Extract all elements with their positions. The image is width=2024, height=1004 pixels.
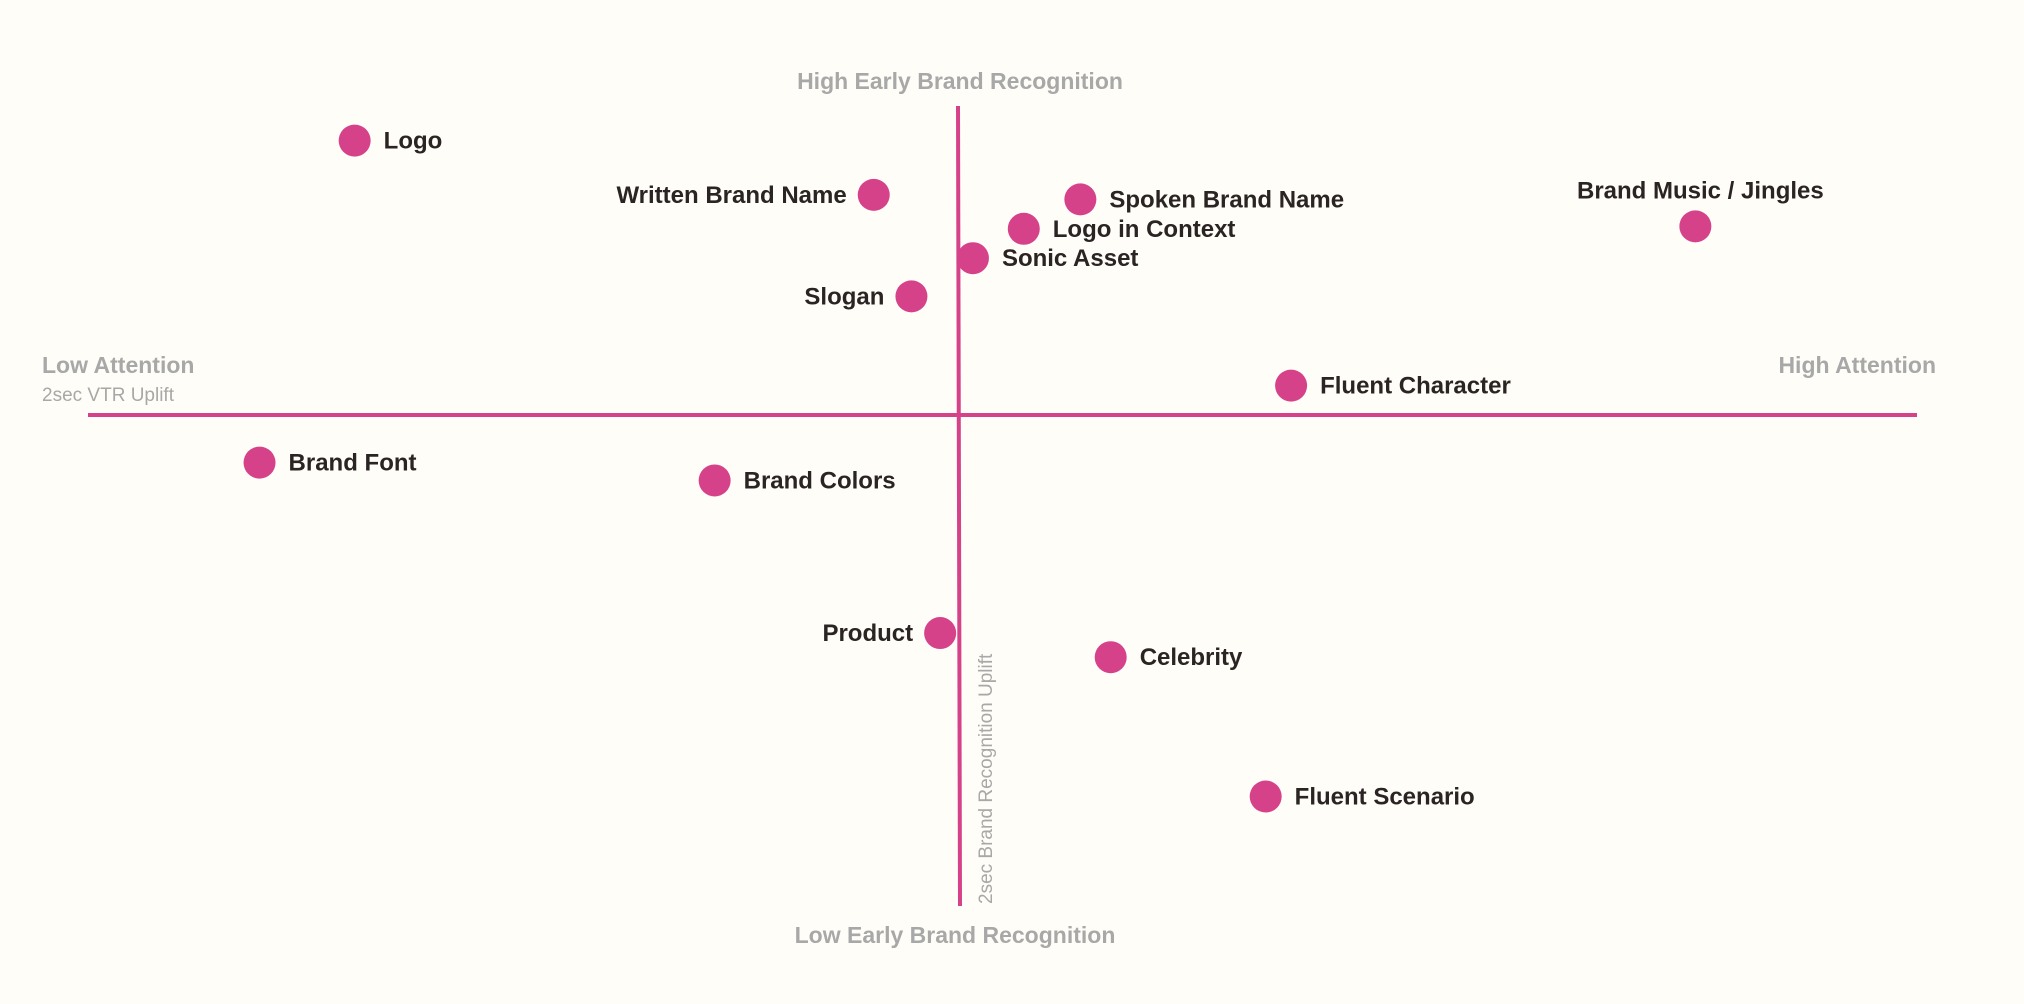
y-axis-high-label: High Early Brand Recognition xyxy=(797,68,1123,94)
data-point-label: Fluent Scenario xyxy=(1295,784,1475,811)
data-point-label: Brand Music / Jingles xyxy=(1577,177,1824,204)
data-point-label: Celebrity xyxy=(1140,644,1243,671)
data-point-marker xyxy=(698,464,731,497)
data-point-marker xyxy=(1064,183,1097,216)
data-point-marker xyxy=(1275,369,1308,402)
data-point-label: Logo xyxy=(384,128,443,155)
data-point-label: Brand Colors xyxy=(744,467,896,494)
data-point-label: Brand Font xyxy=(289,450,417,477)
x-axis-high-label: High Attention xyxy=(1778,352,1936,378)
y-axis-line xyxy=(956,105,962,907)
data-point-marker xyxy=(857,178,890,211)
data-point-marker xyxy=(956,242,989,275)
data-point-marker xyxy=(338,124,371,157)
data-point-label: Spoken Brand Name xyxy=(1109,186,1344,213)
data-point-marker xyxy=(243,446,276,479)
data-point-label: Slogan xyxy=(804,283,884,310)
data-point-marker xyxy=(1007,212,1040,245)
data-point-label: Product xyxy=(822,620,913,647)
y-axis-metric-label: 2sec Brand Recognition Uplift xyxy=(976,653,997,904)
data-point-label: Written Brand Name xyxy=(616,182,846,209)
data-point-marker xyxy=(895,280,928,313)
data-point-marker xyxy=(1679,210,1712,243)
x-axis-metric-label: 2sec VTR Uplift xyxy=(42,385,175,406)
data-point-label: Logo in Context xyxy=(1053,216,1236,243)
data-point-label: Sonic Asset xyxy=(1002,245,1138,272)
data-point-marker xyxy=(1094,641,1127,674)
x-axis-low-label: Low Attention xyxy=(42,352,194,378)
data-points-layer: Logo Written Brand Name Spoken Brand Name B… xyxy=(243,124,1824,813)
y-axis-low-label: Low Early Brand Recognition xyxy=(795,922,1116,948)
data-point-label: Fluent Character xyxy=(1320,373,1511,400)
data-point-marker xyxy=(1249,780,1282,813)
data-point-marker xyxy=(924,617,957,650)
